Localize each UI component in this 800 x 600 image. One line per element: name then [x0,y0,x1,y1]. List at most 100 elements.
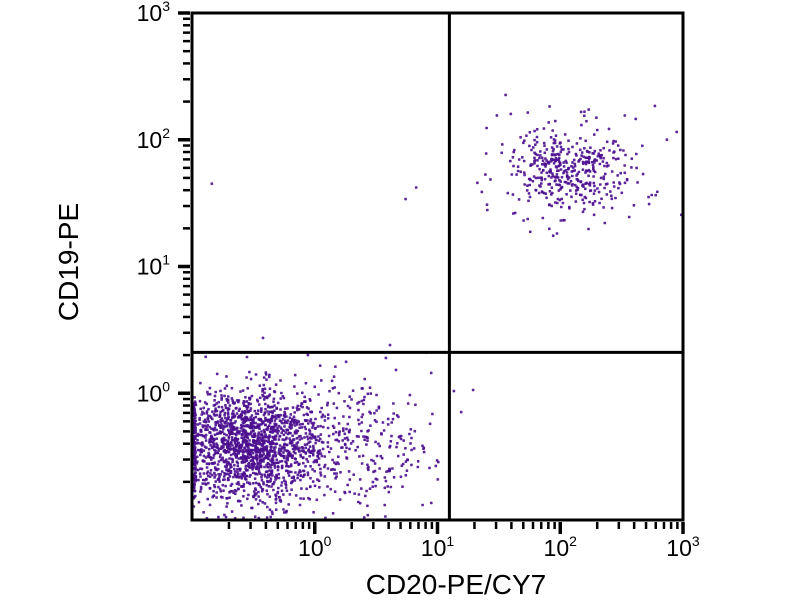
scatter-dot [302,461,305,465]
scatter-dot [366,392,370,396]
scatter-dot [263,473,266,476]
scatter-dot [263,391,266,395]
scatter-dot [240,485,243,488]
scatter-dot [579,180,583,183]
scatter-dot [301,422,304,426]
scatter-dot [630,166,633,169]
scatter-dot [592,181,596,185]
scatter-dot [245,459,249,462]
scatter-dot [258,384,262,387]
scatter-dot [612,156,615,160]
scatter-dot [391,467,394,470]
scatter-dot [288,423,292,427]
scatter-dot [274,435,278,438]
scatter-dot [274,442,277,446]
scatter-dot [193,471,197,474]
scatter-dot [535,140,539,144]
scatter-dot [266,410,269,413]
scatter-dot [285,489,289,492]
scatter-dot [357,493,361,496]
scatter-dot [584,156,588,160]
scatter-dot [223,394,226,398]
scatter-dot [582,185,585,188]
x-tick-label: 102 [544,533,578,561]
scatter-dot [267,394,271,398]
scatter-dot [362,402,365,406]
scatter-dot [571,174,574,178]
scatter-dot [225,458,228,461]
scatter-dot [566,177,570,181]
scatter-dot [335,475,338,478]
scatter-dot [257,490,260,494]
scatter-dot [555,145,559,148]
scatter-dot [242,450,245,454]
scatter-dot [259,462,262,466]
scatter-dot [237,483,241,486]
scatter-dot [380,456,384,460]
scatter-dot [555,232,559,235]
scatter-dot [275,473,278,477]
scatter-dot [342,427,345,430]
scatter-dot [568,207,571,210]
scatter-dot [587,161,591,165]
scatter-dot [378,467,381,470]
scatter-dot [381,421,385,424]
scatter-dot [235,474,239,478]
scatter-dot [270,410,273,413]
scatter-dot [243,412,247,415]
scatter-dot [552,147,555,151]
scatter-dot [576,178,580,182]
scatter-dot [563,133,567,136]
scatter-dot [210,458,213,461]
scatter-dot [343,400,346,403]
scatter-dot [208,475,212,478]
scatter-dot [555,173,559,176]
scatter-dot [353,492,356,495]
scatter-dot [270,463,274,467]
y-tick-label: 100 [137,378,171,406]
scatter-dot [256,442,259,445]
scatter-dot [274,478,277,481]
scatter-dot [250,426,253,430]
scatter-dot [592,167,595,171]
scatter-dot [295,437,299,440]
scatter-dot [198,399,202,403]
scatter-dot [293,411,296,414]
scatter-dot [471,388,475,392]
scatter-dot [252,490,256,493]
scatter-dot [360,487,363,490]
scatter-dot [580,154,583,157]
scatter-dot [311,424,315,427]
scatter-dot [199,407,202,411]
scatter-dot [307,422,310,425]
scatter-dot [367,465,370,469]
scatter-dot [300,426,304,429]
scatter-dot [527,199,530,203]
scatter-dot [230,438,234,442]
scatter-dot [272,488,275,492]
scatter-dot [226,478,230,482]
scatter-dot [250,506,254,510]
scatter-dot [279,413,282,417]
scatter-dot [548,182,551,186]
scatter-dot [295,442,298,445]
scatter-dot [237,457,240,460]
scatter-dot [584,182,587,185]
scatter-dot [327,434,331,438]
scatter-dot [567,147,570,151]
scatter-dot [236,468,239,471]
scatter-dot [363,395,366,399]
scatter-dot [489,178,492,181]
scatter-dot [553,139,557,142]
scatter-dot [404,197,407,201]
scatter-dot [273,464,276,467]
scatter-dot [306,437,310,441]
scatter-dot [308,445,312,448]
scatter-dot [409,442,412,445]
scatter-dot [333,416,336,420]
scatter-dot [223,413,226,417]
scatter-dot [543,177,547,181]
scatter-dot [541,216,545,220]
scatter-dot [392,402,395,405]
scatter-dot [610,194,613,198]
